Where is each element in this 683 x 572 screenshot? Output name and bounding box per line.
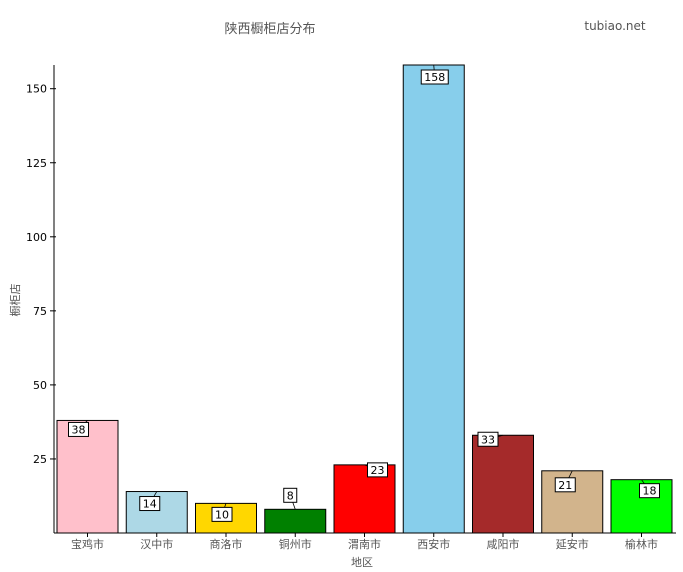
data-label-value: 21 bbox=[558, 479, 572, 492]
data-label-box bbox=[68, 421, 89, 437]
data-label-box bbox=[139, 496, 161, 512]
data-label: 18 bbox=[639, 479, 660, 499]
data-label-value: 14 bbox=[143, 498, 157, 511]
data-label: 33 bbox=[477, 431, 504, 447]
data-label-box bbox=[211, 506, 233, 522]
data-label: 158 bbox=[420, 64, 449, 85]
data-label-value: 33 bbox=[481, 433, 495, 446]
y-tick-label: 125 bbox=[26, 157, 47, 170]
data-label: 14 bbox=[139, 491, 161, 512]
data-label-box bbox=[639, 483, 660, 499]
x-tick-label: 渭南市 bbox=[348, 537, 381, 551]
x-tick-label: 西安市 bbox=[417, 537, 450, 551]
watermark-text: tubiao.net bbox=[584, 19, 646, 33]
bar-1 bbox=[56, 419, 119, 534]
data-label-box bbox=[367, 462, 388, 478]
bars-layer bbox=[56, 64, 673, 534]
chart-title: 陕西橱柜店分布 bbox=[224, 22, 315, 37]
bar-7 bbox=[472, 434, 534, 534]
y-tick-label: 50 bbox=[33, 379, 47, 392]
data-label-box bbox=[420, 69, 449, 85]
bar-6 bbox=[402, 64, 465, 534]
x-axis-title: 地区 bbox=[351, 556, 373, 569]
data-label-box bbox=[283, 487, 298, 503]
data-label: 10 bbox=[211, 503, 233, 522]
data-label-value: 23 bbox=[371, 464, 385, 477]
data-label: 23 bbox=[364, 462, 388, 478]
data-label-value: 10 bbox=[215, 508, 229, 521]
data-label: 38 bbox=[68, 420, 89, 437]
data-label: 21 bbox=[554, 470, 576, 493]
y-axis-title: 橱柜店 bbox=[8, 284, 22, 317]
data-label-box bbox=[477, 431, 499, 447]
data-label-value: 18 bbox=[643, 485, 657, 498]
bar-4 bbox=[264, 508, 327, 534]
x-tick-label: 咸阳市 bbox=[487, 537, 520, 551]
y-tick-label: 150 bbox=[26, 83, 47, 96]
x-tick-label: 商洛市 bbox=[210, 537, 243, 551]
x-tick-label: 榆林市 bbox=[625, 537, 658, 551]
x-tick-label: 汉中市 bbox=[140, 537, 173, 551]
y-tick-label: 25 bbox=[33, 453, 47, 466]
y-tick-label: 75 bbox=[33, 305, 47, 318]
data-label: 8 bbox=[283, 487, 298, 510]
data-label-value: 8 bbox=[287, 489, 294, 502]
bar-8 bbox=[541, 470, 604, 534]
axes-layer: 25 50 75 100 125 150 宝鸡市 汉中市 商洛市 铜州市 渭南市 西安市 咸阳市 延安市 榆… bbox=[26, 65, 676, 551]
x-tick-label: 延安市 bbox=[556, 537, 589, 551]
data-label-box bbox=[554, 477, 576, 493]
x-tick-label: 宝鸡市 bbox=[71, 537, 104, 551]
data-label-value: 158 bbox=[424, 71, 445, 84]
x-tick-label: 铜州市 bbox=[279, 537, 312, 551]
data-labels-layer: 38 14 10 8 23 158 33 21 18 bbox=[68, 64, 660, 522]
data-label-value: 38 bbox=[72, 423, 86, 436]
y-tick-label: 100 bbox=[26, 231, 47, 244]
